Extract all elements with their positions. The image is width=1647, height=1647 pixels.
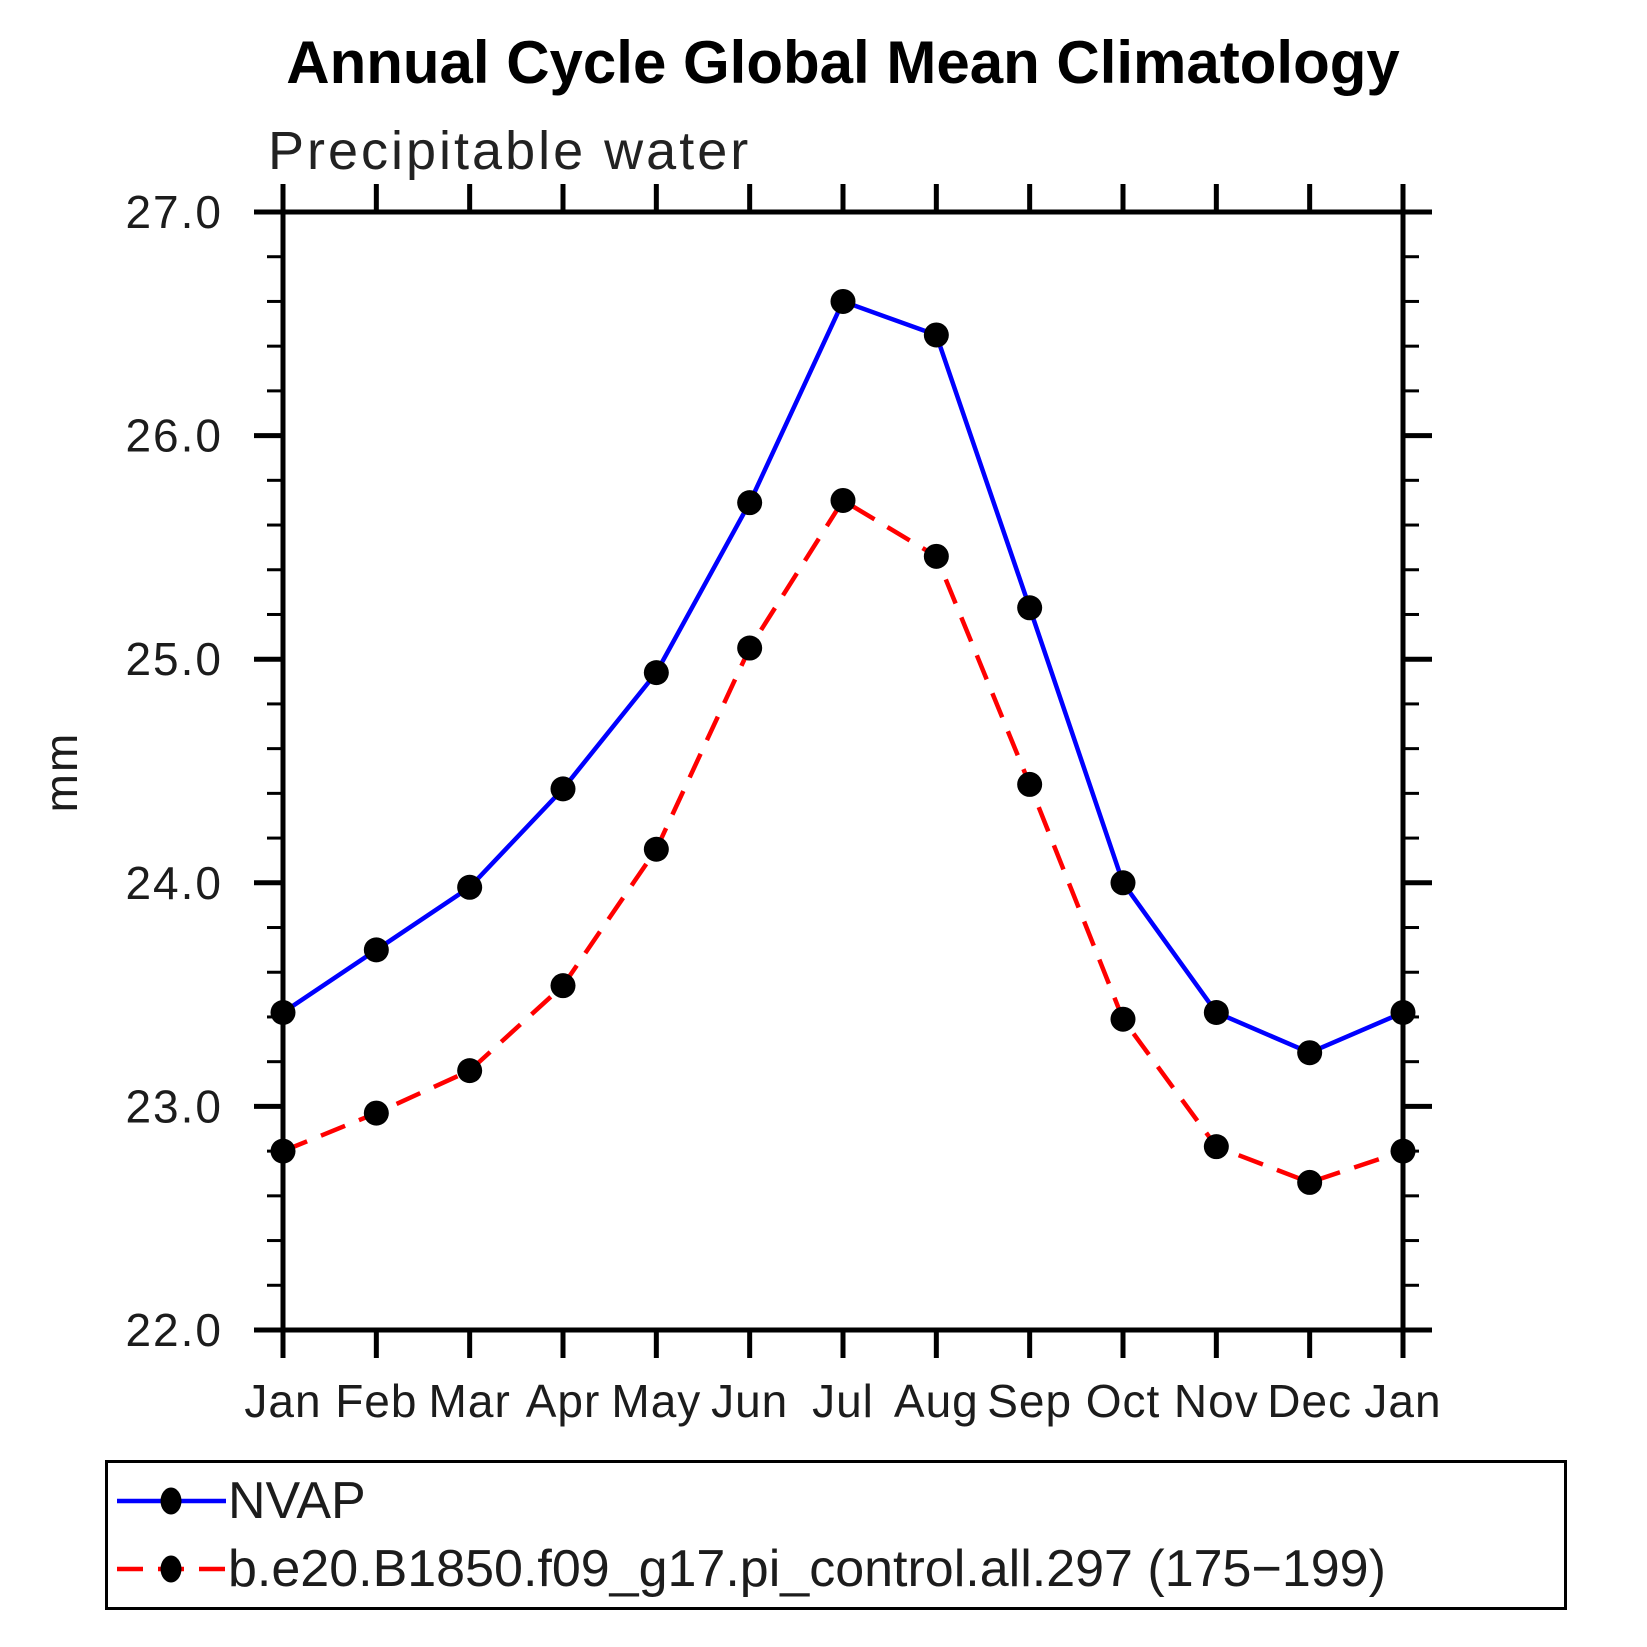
y-tick-label: 24.0: [125, 857, 223, 909]
x-tick-label: May: [611, 1375, 701, 1427]
data-point-marker: [1110, 870, 1136, 896]
data-point-marker: [457, 874, 483, 900]
y-tick-label: 26.0: [125, 410, 223, 462]
x-tick-label: Jan: [244, 1375, 321, 1427]
legend-sample-line-1: [117, 1555, 226, 1583]
plot-frame: [280, 209, 1406, 1333]
chart-title: Annual Cycle Global Mean Climatology: [286, 29, 1400, 96]
data-point-marker: [923, 543, 949, 569]
x-tick-label: Jan: [1364, 1375, 1441, 1427]
legend-marker-sample: [160, 1487, 182, 1515]
legend-label-model: b.e20.B1850.f09_g17.pi_control.all.297 (…: [228, 1540, 1386, 1598]
data-point-marker: [737, 490, 763, 516]
data-point-marker: [1297, 1040, 1323, 1066]
data-point-marker: [830, 487, 856, 513]
data-point-marker: [923, 322, 949, 348]
x-tick-label: Oct: [1086, 1375, 1161, 1427]
data-point-marker: [1297, 1169, 1323, 1195]
data-point-marker: [550, 776, 576, 802]
x-tick-label: Jun: [711, 1375, 788, 1427]
x-tick-label: Sep: [987, 1375, 1072, 1427]
data-point-marker: [643, 836, 669, 862]
data-point-marker: [1110, 1006, 1136, 1032]
y-tick-label: 27.0: [125, 186, 223, 238]
legend-marker-sample: [160, 1555, 182, 1583]
data-point-marker: [363, 1100, 389, 1126]
x-tick-label: Apr: [526, 1375, 601, 1427]
data-point-marker: [550, 973, 576, 999]
x-tick-label: Nov: [1174, 1375, 1259, 1427]
y-tick-label: 23.0: [125, 1080, 223, 1132]
series-line-1: [282, 497, 1404, 1185]
x-tick-label: Mar: [429, 1375, 511, 1427]
data-point-marker: [457, 1058, 483, 1084]
legend-label-nvap: NVAP: [228, 1472, 366, 1530]
data-point-marker: [270, 999, 296, 1025]
data-point-marker: [830, 288, 856, 314]
legend-row-model: b.e20.B1850.f09_g17.pi_control.all.297 (…: [115, 1536, 1564, 1602]
data-point-marker: [270, 1138, 296, 1164]
data-point-marker: [1017, 595, 1043, 621]
x-tick-label: Jul: [812, 1375, 874, 1427]
data-point-marker: [1017, 771, 1043, 797]
chart-subtitle: Precipitable water: [268, 121, 752, 181]
data-point-marker: [643, 660, 669, 686]
data-point-marker: [1390, 999, 1416, 1025]
data-point-marker: [737, 635, 763, 661]
x-tick-label: Aug: [894, 1375, 979, 1427]
legend-row-nvap: NVAP: [115, 1468, 1564, 1534]
y-axis-unit-label: mm: [35, 732, 87, 813]
data-point-marker: [1390, 1138, 1416, 1164]
y-tick-label: 25.0: [125, 633, 223, 685]
data-point-marker: [363, 937, 389, 963]
data-point-marker: [1203, 1134, 1229, 1160]
y-tick-label: 22.0: [125, 1304, 223, 1356]
x-tick-label: Dec: [1267, 1375, 1352, 1427]
legend-box: NVAP b.e20.B1850.f09_g17.pi_control.all.…: [105, 1460, 1567, 1610]
x-tick-label: Feb: [335, 1375, 417, 1427]
series-line-0: [281, 298, 1404, 1056]
legend-sample-line-0: [117, 1487, 226, 1515]
data-point-marker: [1203, 999, 1229, 1025]
